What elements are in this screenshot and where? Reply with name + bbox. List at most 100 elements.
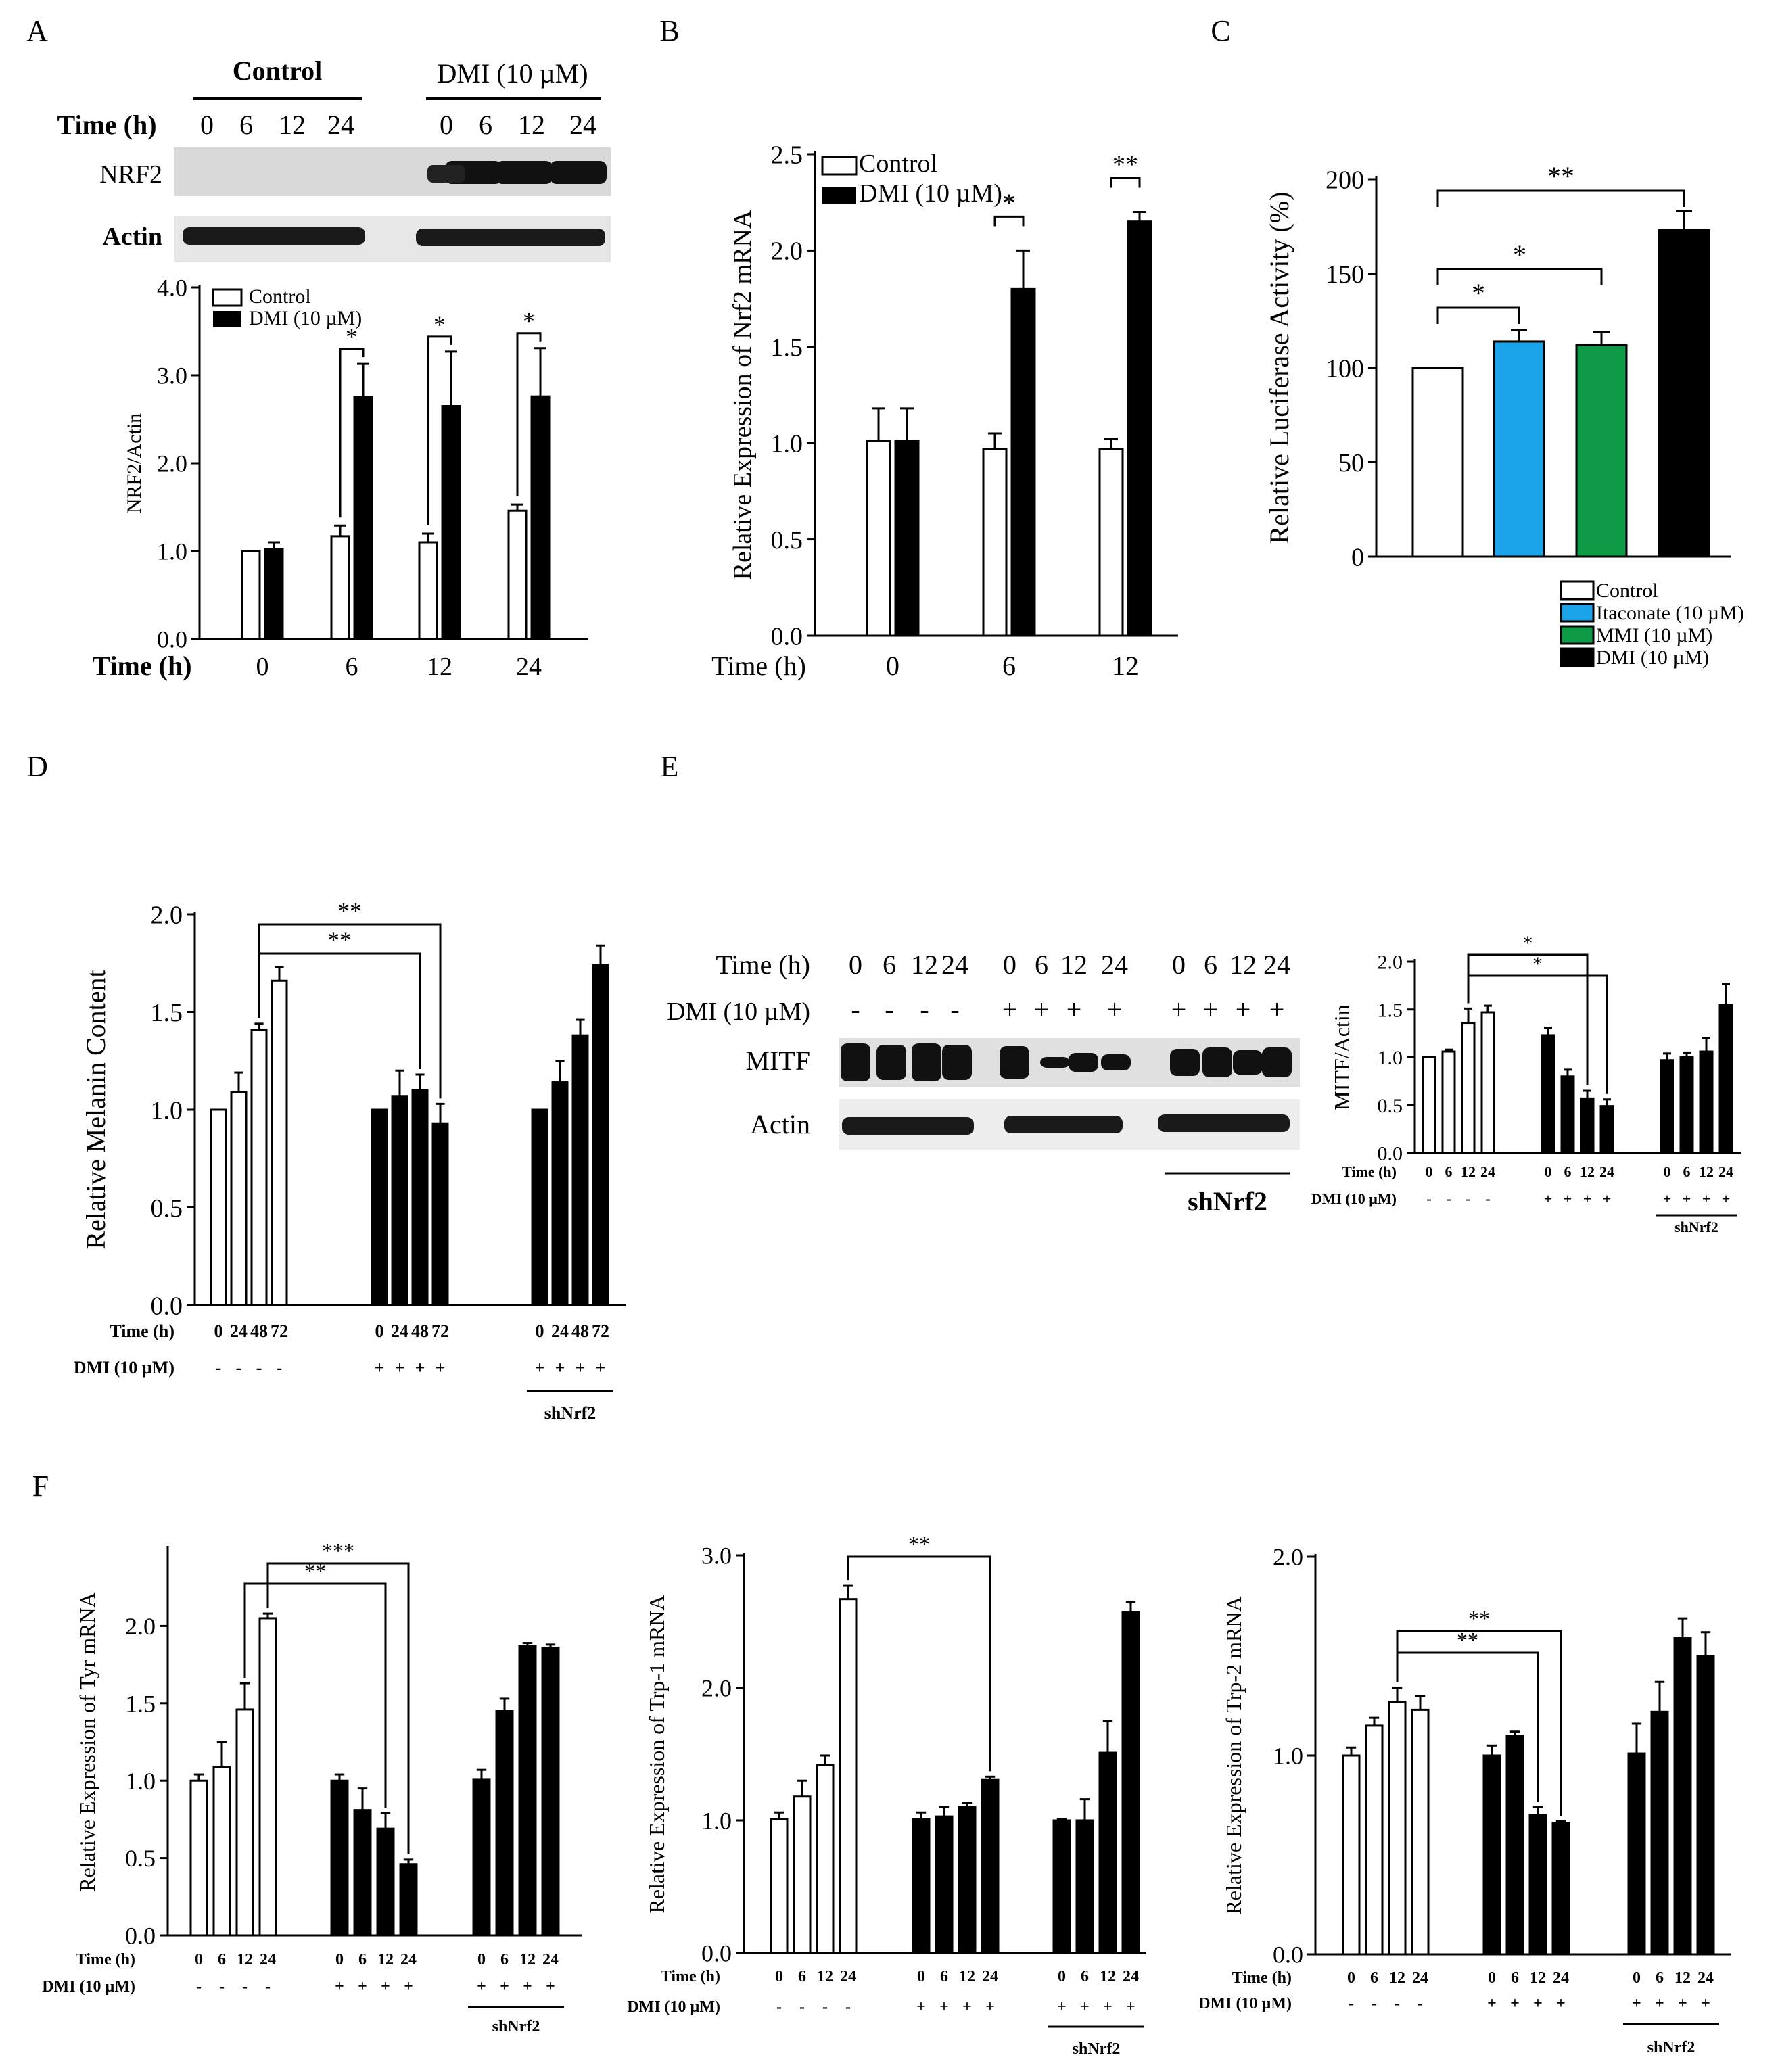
blot-E-actin-band <box>842 1117 974 1135</box>
sig-B-star: * <box>1003 189 1016 217</box>
dmi-sign-D: + <box>436 1358 446 1378</box>
dmi-sign-F3: - <box>1418 1995 1423 2012</box>
dmi-sign-F2: - <box>799 1998 805 2016</box>
sig-A-bracket <box>339 348 365 518</box>
dmi-sign-E: + <box>1564 1190 1572 1207</box>
chart-B-ytick-label: 0.5 <box>771 526 803 555</box>
panel-E-label: E <box>661 750 679 783</box>
chart-F2-ytick-label: 2.0 <box>701 1675 732 1702</box>
sig-C-bracket <box>1436 189 1685 207</box>
sig-A-star: * <box>523 308 535 335</box>
blot-E-time-label: Time (h) <box>716 949 810 980</box>
chart-F1-ytick-label: 0.0 <box>125 1923 156 1950</box>
chart-C-ylabel: Relative Luciferase Activity (%) <box>1264 192 1294 544</box>
sig-B-bracket <box>993 215 1025 227</box>
blot-E-mitf-band <box>876 1045 906 1080</box>
dmi-sign-F1: - <box>219 1978 225 1996</box>
dmi-sign-E: + <box>1683 1190 1691 1207</box>
xtick-E-label: 6 <box>1564 1163 1572 1180</box>
dmi-sign-D: + <box>395 1358 405 1378</box>
chart-F1-ytick-label: 1.5 <box>125 1690 156 1717</box>
blot-A-lane-tick: 0 <box>440 110 453 140</box>
legend-A-dmi-swatch <box>213 311 241 327</box>
blot-E-lane-tick: 24 <box>1263 949 1290 980</box>
xlabel-B: Time (h) <box>711 651 806 681</box>
chart-F3-ytick-label: 1.0 <box>1273 1743 1303 1770</box>
bar-F2 <box>1052 1819 1071 1954</box>
dmi-sign-D: - <box>236 1358 242 1378</box>
chart-A-ytick-label: 1.0 <box>157 538 187 565</box>
xtick-D-label: 24 <box>391 1321 408 1341</box>
time-label-F3: Time (h) <box>1232 1969 1292 1987</box>
xtick-B-label: 0 <box>886 651 899 681</box>
bar-F3 <box>1696 1655 1715 1956</box>
blot-E-mitf-band <box>1101 1054 1131 1070</box>
sig-C-star: * <box>1513 239 1526 270</box>
blot-A-lane-tick: 24 <box>569 110 596 140</box>
panel-A-label: A <box>26 14 48 47</box>
bar-E <box>1580 1097 1595 1154</box>
dmi-sign-F1: + <box>335 1978 344 1996</box>
xtick-D-label: 48 <box>250 1321 268 1341</box>
xtick-E-label: 12 <box>1699 1163 1714 1180</box>
legend-A-dmi-label: DMI (10 µM) <box>249 307 362 329</box>
bar-E <box>1560 1075 1575 1154</box>
sig-F2-star: ** <box>908 1532 930 1556</box>
chart-F2-ytick-label: 0.0 <box>701 1940 732 1967</box>
blot-E-row-actin: Actin <box>750 1109 810 1139</box>
xtick-D-label: 48 <box>411 1321 429 1341</box>
bar-F2 <box>981 1778 1000 1954</box>
xtick-F2-label: 12 <box>1100 1968 1116 1985</box>
xtick-A-label: 12 <box>427 653 452 681</box>
dmi-sign-F3: + <box>1678 1995 1687 2012</box>
sig-A-bracket <box>427 335 452 525</box>
xtick-D-label: 0 <box>214 1321 223 1341</box>
blot-A-nrf2-band <box>496 161 553 184</box>
dmi-sign-F3: - <box>1395 1995 1400 2012</box>
bar-F1 <box>189 1779 208 1937</box>
blot-E-sign: + <box>1034 994 1050 1025</box>
dmi-sign-D: + <box>535 1358 545 1378</box>
xtick-F1-label: 0 <box>477 1951 486 1969</box>
bar-B-control <box>982 448 1008 637</box>
xtick-D-label: 24 <box>551 1321 569 1341</box>
bar-D <box>250 1029 268 1306</box>
sig-B-star: ** <box>1112 150 1138 179</box>
blot-E-mitf-band <box>912 1043 941 1081</box>
bar-F2 <box>816 1764 835 1954</box>
dmi-sign-D: + <box>555 1358 565 1378</box>
sh-label-E: shNrf2 <box>1674 1219 1718 1235</box>
xtick-D-label: 72 <box>271 1321 288 1341</box>
bar-C <box>1493 340 1545 558</box>
dmi-sign-E: - <box>1485 1190 1490 1207</box>
dmi-sign-F1: + <box>358 1978 367 1996</box>
dmi-sign-F1: + <box>500 1978 509 1996</box>
xtick-E-label: 0 <box>1545 1163 1552 1180</box>
chart-D-ytick-label: 0.0 <box>151 1292 183 1320</box>
blot-E-mitf-band <box>1069 1053 1098 1072</box>
xtick-F2-label: 6 <box>940 1968 948 1985</box>
chart-E-ytick-label: 0.5 <box>1378 1095 1403 1117</box>
chart-F1-ytick-label: 1.0 <box>125 1768 156 1795</box>
chart-B-ytick-label: 1.0 <box>771 430 803 458</box>
xtick-F3-label: 0 <box>1488 1969 1496 1987</box>
chart-A-ytick-label: 4.0 <box>157 275 187 302</box>
sh-label-F2: shNrf2 <box>1073 2040 1121 2058</box>
dmi-sign-E: + <box>1702 1190 1711 1207</box>
blot-E-mitf-band <box>1000 1046 1029 1079</box>
blot-E-mitf-band <box>1040 1057 1070 1068</box>
dmi-sign-F3: - <box>1372 1995 1377 2012</box>
dmi-label-F2: DMI (10 µM) <box>627 1998 720 2016</box>
time-label-F1: Time (h) <box>76 1951 135 1969</box>
bar-E <box>1660 1059 1674 1154</box>
legend-B-dmi-label: DMI (10 µM) <box>859 179 1002 208</box>
sig-D-star: ** <box>337 897 362 924</box>
chart-F3-ytick-label: 0.0 <box>1273 1941 1303 1969</box>
bar-F2 <box>793 1795 812 1954</box>
dmi-sign-F1: + <box>523 1978 532 1996</box>
chart-D-ytick-label: 1.5 <box>151 999 183 1027</box>
chart-A-ytick-label: 3.0 <box>157 362 187 390</box>
xtick-E-label: 24 <box>1718 1163 1733 1180</box>
dmi-sign-E: + <box>1663 1190 1672 1207</box>
bar-F1 <box>258 1617 277 1937</box>
